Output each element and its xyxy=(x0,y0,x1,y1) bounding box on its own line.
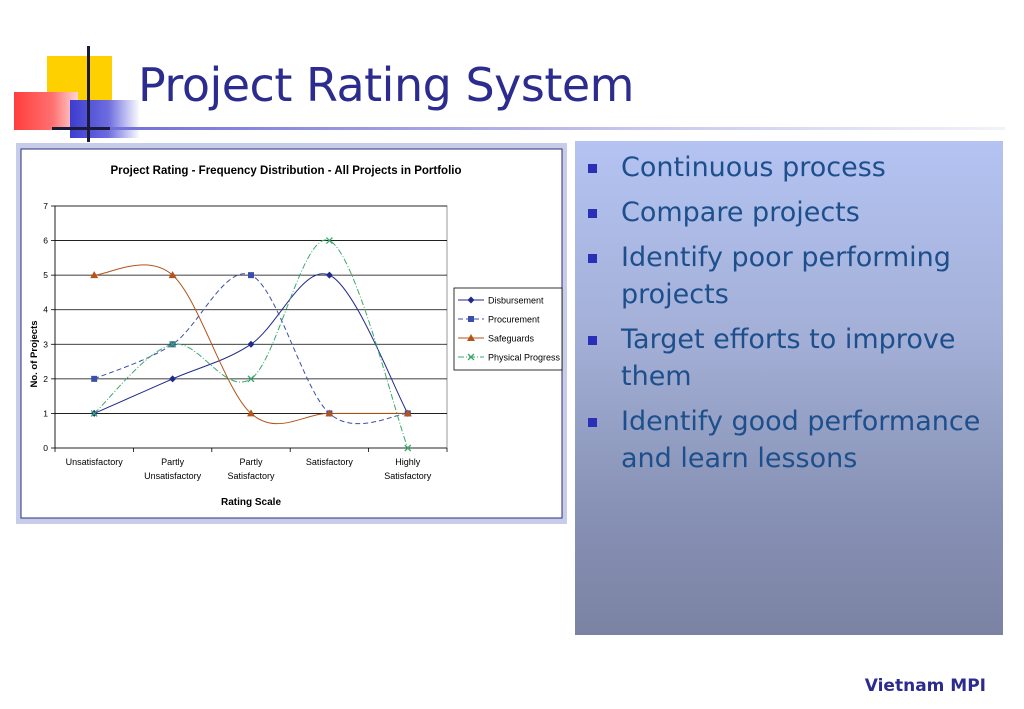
x-axis-label: Rating Scale xyxy=(221,497,281,508)
bullet-marker-icon xyxy=(588,336,597,345)
y-tick-label: 3 xyxy=(43,339,48,349)
x-marker-stroke xyxy=(404,444,412,452)
y-tick-label: 5 xyxy=(43,270,48,280)
bullet-marker-icon xyxy=(588,254,597,263)
bullet-text: Identify good performance and learn less… xyxy=(621,406,981,474)
y-axis-label: No. of Projects xyxy=(29,320,40,387)
data-point-physical-progress xyxy=(169,340,177,348)
data-point-physical-progress xyxy=(247,375,255,383)
bullet-list: Continuous process Compare projects Iden… xyxy=(575,149,1003,485)
bullet-text: Target efforts to improve them xyxy=(621,324,956,392)
x-tick-label: Highly Satisfactory xyxy=(384,457,432,481)
line-chart: Project Rating - Frequency Distribution … xyxy=(19,147,564,520)
legend-marker-disbursement xyxy=(467,296,475,304)
decor-red-square xyxy=(14,92,78,130)
legend-label: Procurement xyxy=(488,315,540,325)
data-point-physical-progress xyxy=(90,409,98,417)
x-marker-stroke xyxy=(467,353,475,361)
bullet-item: Identify poor performing projects xyxy=(575,239,1003,313)
data-point-disbursement xyxy=(247,340,255,348)
bullet-text: Continuous process xyxy=(621,152,886,183)
chart-legend: Disbursement Procurement Safeguards Physica… xyxy=(453,287,563,371)
x-tick-label: Partly Satisfactory xyxy=(227,457,275,481)
decor-horizontal-line xyxy=(52,127,112,130)
bullet-text: Identify poor performing projects xyxy=(621,242,951,310)
data-point-safeguards xyxy=(90,271,99,279)
data-point-procurement xyxy=(248,272,254,279)
y-tick-label: 2 xyxy=(43,374,48,384)
legend-label: Disbursement xyxy=(488,296,544,306)
bullet-item: Identify good performance and learn less… xyxy=(575,403,1003,477)
legend-label: Physical Progress xyxy=(488,353,561,363)
bullet-text: Compare projects xyxy=(621,197,860,228)
data-point-safeguards xyxy=(247,409,255,417)
slide-title: Project Rating System xyxy=(138,58,634,112)
y-tick-label: 0 xyxy=(43,443,48,453)
series-line-disbursement xyxy=(93,273,409,414)
data-point-safeguards xyxy=(168,271,177,279)
legend-label: Safeguards xyxy=(488,334,535,344)
y-tick-label: 6 xyxy=(43,236,48,246)
decor-blue-square xyxy=(70,100,140,138)
data-point-disbursement xyxy=(325,271,333,279)
legend-marker-safeguards xyxy=(467,334,475,341)
x-marker-stroke xyxy=(169,340,177,348)
data-point-physical-progress xyxy=(325,237,333,245)
bullet-marker-icon xyxy=(588,164,597,173)
data-point-disbursement xyxy=(169,375,177,383)
axes: 0 1 2 3 4 5 6 7 Unsatisfactory Partly Unsatisfacto… xyxy=(43,201,448,481)
y-tick-label: 4 xyxy=(43,305,48,315)
footer-brand: Vietnam MPI xyxy=(864,676,986,696)
x-marker-stroke xyxy=(90,409,98,417)
bullet-item: Continuous process xyxy=(575,149,1003,186)
data-point-safeguards xyxy=(403,409,412,417)
y-tick-label: 1 xyxy=(43,408,48,418)
bullet-marker-icon xyxy=(588,418,597,427)
legend-marker-physical-progress xyxy=(467,353,475,361)
series-markers xyxy=(90,237,412,452)
chart-title: Project Rating - Frequency Distribution … xyxy=(111,165,462,177)
x-marker-stroke xyxy=(325,237,333,245)
bullet-item: Compare projects xyxy=(575,194,1003,231)
data-point-safeguards xyxy=(325,409,334,417)
data-point-physical-progress xyxy=(404,444,412,452)
x-tick-label: Unsatisfactory xyxy=(66,457,124,467)
y-tick-label: 7 xyxy=(43,201,48,211)
title-underline xyxy=(110,127,1005,130)
series-line-physical-progress xyxy=(93,239,409,449)
x-tick-label: Partly Unsatisfactory xyxy=(144,457,202,481)
bullet-item: Target efforts to improve them xyxy=(575,321,1003,395)
bullet-marker-icon xyxy=(588,209,597,218)
bullet-panel: Continuous process Compare projects Iden… xyxy=(575,141,1003,635)
chart-container: Project Rating - Frequency Distribution … xyxy=(16,143,567,524)
data-point-procurement xyxy=(91,375,98,382)
x-tick-label: Satisfactory xyxy=(306,457,354,467)
x-marker-stroke xyxy=(247,375,255,383)
legend-marker-procurement xyxy=(468,316,474,322)
decor-vertical-line xyxy=(87,46,90,142)
series-line-safeguards xyxy=(94,264,408,425)
